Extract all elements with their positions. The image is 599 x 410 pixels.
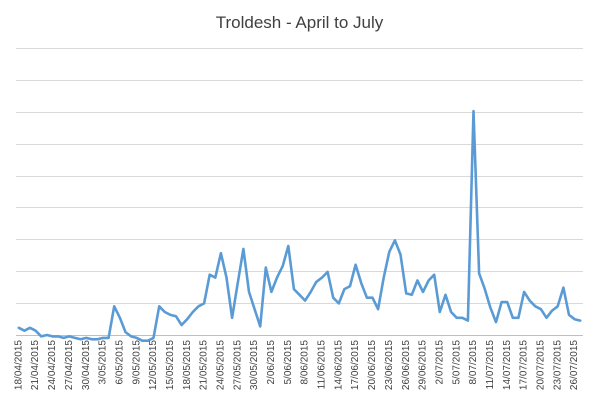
- x-tick-label: 15/05/2015: [165, 340, 176, 390]
- x-tick-label: 27/05/2015: [232, 340, 243, 390]
- gridlines: [16, 48, 583, 336]
- x-tick-label: 24/04/2015: [47, 340, 58, 390]
- x-tick-label: 23/06/2015: [384, 340, 395, 390]
- x-tick-label: 8/07/2015: [468, 340, 479, 385]
- x-tick-label: 12/05/2015: [148, 340, 159, 390]
- x-tick-label: 14/07/2015: [502, 340, 513, 390]
- x-tick-label: 14/06/2015: [333, 340, 344, 390]
- x-tick-label: 5/06/2015: [283, 340, 294, 385]
- x-tick-label: 2/06/2015: [266, 340, 277, 385]
- x-tick-label: 21/04/2015: [30, 340, 41, 390]
- x-tick-label: 20/06/2015: [367, 340, 378, 390]
- x-tick-label: 11/07/2015: [485, 340, 496, 390]
- x-tick-label: 24/05/2015: [216, 340, 227, 390]
- x-tick-label: 26/07/2015: [569, 340, 580, 390]
- x-tick-label: 18/05/2015: [182, 340, 193, 390]
- series-line: [17, 109, 582, 343]
- x-tick-label: 30/04/2015: [81, 340, 92, 390]
- x-axis-ticks: 18/04/2015 21/04/2015 24/04/2015 27/04/2015…: [13, 340, 580, 390]
- x-tick-label: 20/07/2015: [536, 340, 547, 390]
- x-tick-label: 3/05/2015: [98, 340, 109, 385]
- x-tick-label: 26/06/2015: [401, 340, 412, 390]
- series-layer: [17, 109, 582, 343]
- x-tick-label: 17/07/2015: [519, 340, 530, 390]
- x-tick-label: 9/05/2015: [131, 340, 142, 385]
- x-tick-label: 5/07/2015: [451, 340, 462, 385]
- x-tick-label: 11/06/2015: [317, 340, 328, 390]
- x-tick-label: 29/06/2015: [418, 340, 429, 390]
- x-tick-label: 6/05/2015: [115, 340, 126, 385]
- x-tick-label: 17/06/2015: [350, 340, 361, 390]
- chart-title: Troldesh - April to July: [216, 13, 384, 32]
- x-tick-label: 18/04/2015: [13, 340, 24, 390]
- x-tick-label: 21/05/2015: [199, 340, 210, 390]
- x-tick-label: 2/07/2015: [434, 340, 445, 385]
- x-tick-label: 23/07/2015: [552, 340, 563, 390]
- x-tick-label: 8/06/2015: [300, 340, 311, 385]
- x-tick-label: 30/05/2015: [249, 340, 260, 390]
- x-tick-label: 27/04/2015: [64, 340, 75, 390]
